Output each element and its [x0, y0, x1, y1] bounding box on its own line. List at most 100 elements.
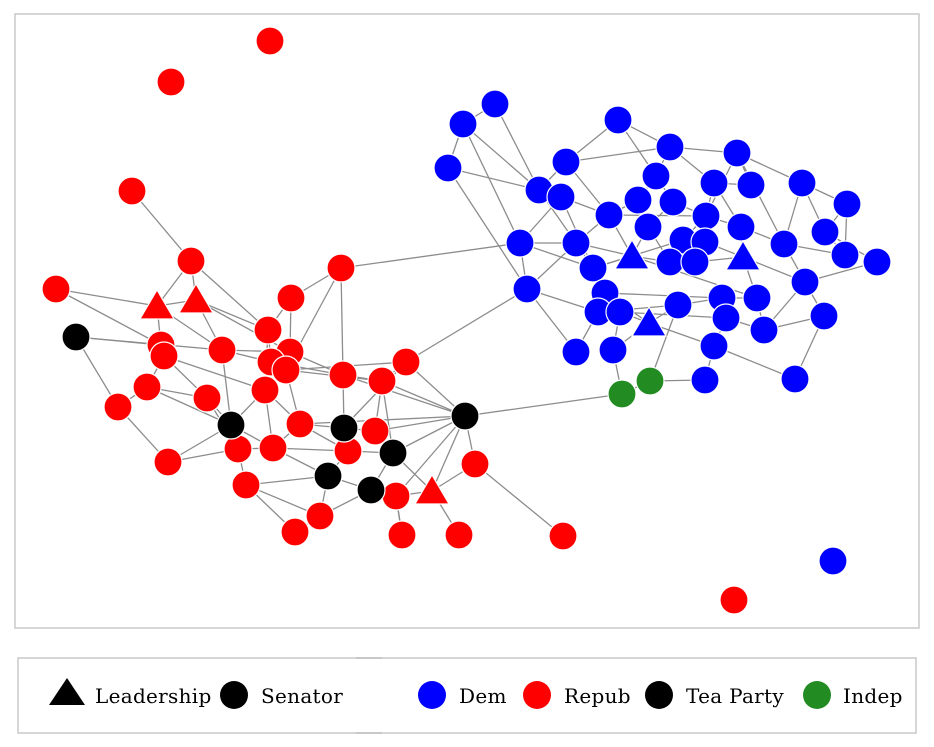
network-edge	[190, 260, 269, 331]
repub-senator-node	[132, 372, 162, 402]
tea-party-senator-node	[61, 322, 91, 352]
network-edge	[464, 393, 623, 417]
dem-swatch-icon	[418, 681, 446, 709]
network-edge	[342, 374, 466, 417]
network-edge	[374, 415, 466, 432]
dem-senator-node	[603, 105, 633, 135]
network-edge	[494, 103, 540, 191]
repub-senator-node	[255, 26, 285, 56]
legend-frame	[17, 657, 917, 734]
dem-senator-node	[480, 89, 510, 119]
tea-party-senator-node	[329, 413, 359, 443]
dem-senator-node	[690, 365, 720, 395]
legend-label-repub: Repub	[564, 684, 631, 708]
dem-senator-node	[551, 147, 581, 177]
network-edge	[395, 415, 466, 497]
repub-senator-node	[381, 481, 411, 511]
dem-senator-node	[641, 161, 671, 191]
dem-senator-node	[790, 267, 820, 297]
dem-senator-node	[722, 138, 752, 168]
network-edge	[381, 380, 466, 417]
repub-senator-node	[548, 521, 578, 551]
dem-senator-node	[832, 189, 862, 219]
repub-senator-node	[326, 253, 356, 283]
network-edge	[474, 463, 564, 537]
network-edge	[462, 123, 521, 244]
network-edge	[340, 267, 344, 376]
repub-senator-node	[391, 347, 421, 377]
leadership-triangle-icon	[49, 678, 85, 705]
indep-senator-node	[607, 379, 637, 409]
repub-senator-node	[231, 470, 261, 500]
senator-circle-icon	[220, 681, 248, 709]
dem-senator-node	[512, 274, 542, 304]
repub-senator-node	[360, 416, 390, 446]
indep-swatch-icon	[803, 681, 831, 709]
repub-leadership-node	[177, 282, 215, 314]
repub-leadership-node	[413, 473, 451, 505]
network-edge	[447, 167, 540, 191]
legend-label-dem: Dem	[459, 684, 507, 708]
dem-senator-node	[736, 170, 766, 200]
repub-senator-node	[276, 283, 306, 313]
network-edge	[340, 242, 521, 269]
network-edge	[405, 288, 528, 363]
network-edge	[604, 292, 723, 299]
repub-senator-node	[192, 383, 222, 413]
legend-label-indep: Indep	[843, 684, 903, 708]
dem-senator-node	[633, 212, 663, 242]
dem-senator-node	[726, 212, 756, 242]
repub-senator-node	[271, 355, 301, 385]
dem-senator-node	[810, 217, 840, 247]
dem-senator-node	[594, 200, 624, 230]
node-layer	[41, 26, 892, 615]
network-edge	[462, 123, 540, 191]
tea-party-senator-node	[450, 401, 480, 431]
legend-label-tea-party: Tea Party	[686, 684, 784, 708]
dem-leadership-node	[630, 305, 668, 337]
dem-senator-node	[780, 364, 810, 394]
tea-party-swatch-icon	[645, 681, 673, 709]
repub-senator-node	[328, 360, 358, 390]
dem-senator-node	[658, 187, 688, 217]
repub-swatch-icon	[523, 681, 551, 709]
repub-senator-node	[103, 392, 133, 422]
dem-senator-node	[623, 185, 653, 215]
dem-senator-node	[655, 132, 685, 162]
legend-label-leadership: Leadership	[95, 684, 212, 708]
repub-senator-node	[444, 520, 474, 550]
dem-senator-node	[809, 301, 839, 331]
network-edge	[55, 288, 162, 346]
dem-senator-node	[787, 168, 817, 198]
repub-senator-node	[153, 447, 183, 477]
dem-senator-node	[830, 240, 860, 270]
network-edge	[631, 255, 758, 299]
repub-leadership-node	[138, 288, 176, 320]
tea-party-senator-node	[216, 410, 246, 440]
dem-senator-node	[505, 228, 535, 258]
repub-senator-node	[250, 375, 280, 405]
repub-senator-node	[41, 274, 71, 304]
network-edge	[736, 152, 785, 245]
repub-senator-node	[258, 433, 288, 463]
tea-party-senator-node	[378, 438, 408, 468]
repub-senator-node	[367, 366, 397, 396]
dem-senator-node	[742, 283, 772, 313]
dem-senator-node	[749, 315, 779, 345]
network-edge	[195, 299, 291, 353]
dem-senator-node	[655, 247, 685, 277]
legend-box: Leadership Senator Dem Repub Tea Party I…	[17, 657, 917, 734]
repub-senator-node	[280, 517, 310, 547]
dem-leadership-node	[724, 239, 762, 271]
legend-label-senator: Senator	[261, 684, 343, 708]
dem-senator-node	[561, 228, 591, 258]
dem-senator-node	[663, 290, 693, 320]
dem-senator-node	[862, 247, 892, 277]
dem-senator-node	[769, 229, 799, 259]
repub-senator-node	[460, 449, 490, 479]
dem-senator-node	[546, 182, 576, 212]
network-edge	[146, 386, 232, 426]
dem-leadership-node	[613, 238, 651, 270]
network-edge	[131, 190, 192, 262]
